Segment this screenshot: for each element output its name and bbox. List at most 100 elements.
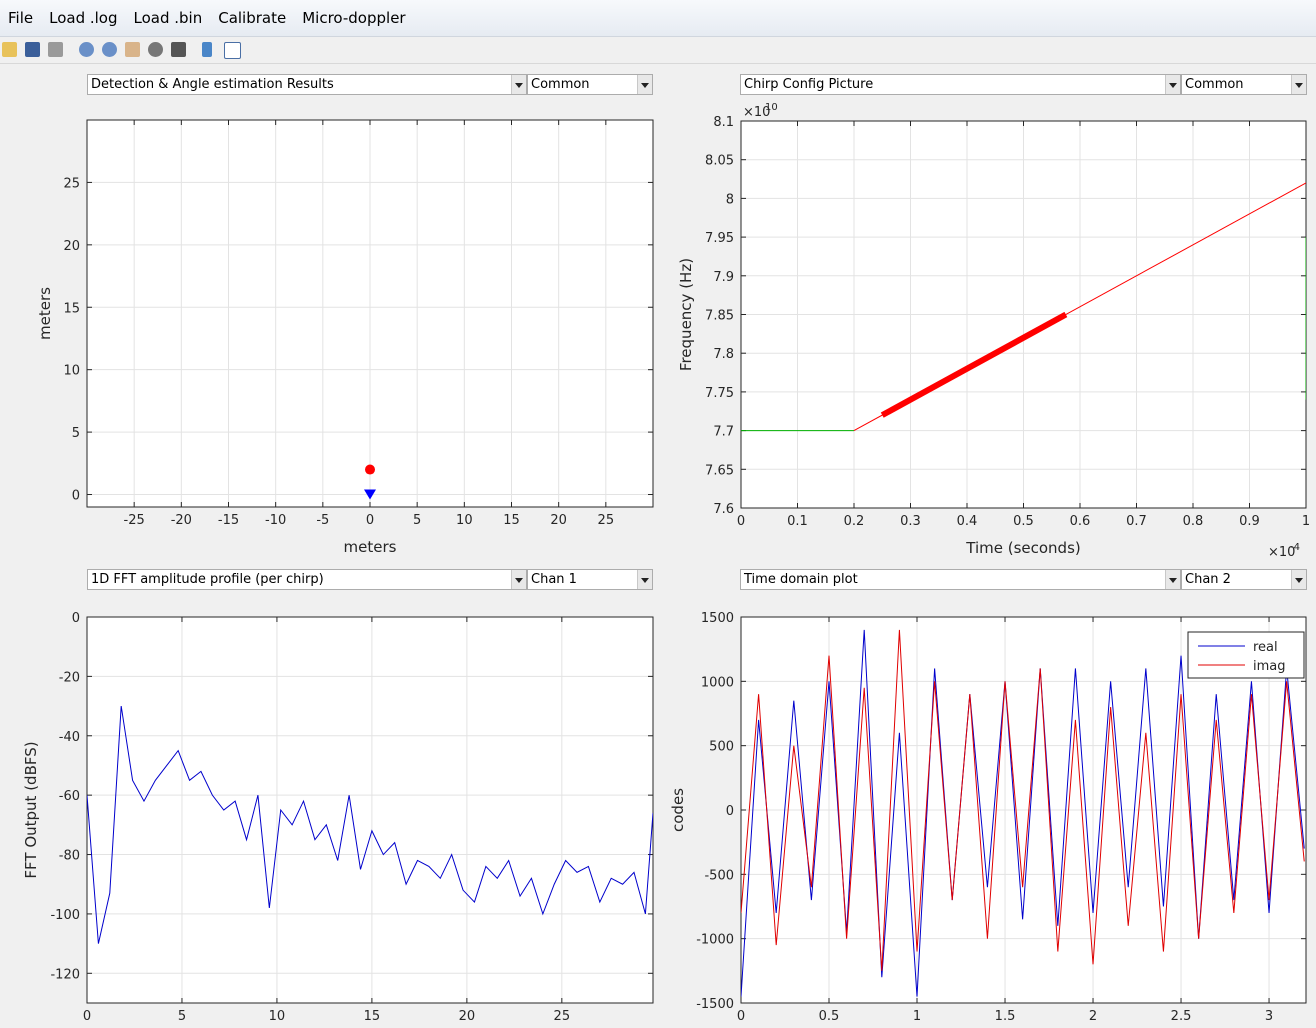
y-tick-label: 8.05: [705, 154, 734, 169]
open-icon[interactable]: [2, 42, 17, 57]
marker: [365, 464, 375, 475]
y-tick-label: -500: [704, 868, 734, 883]
selector-text: Chan 1: [531, 572, 577, 587]
plot-selector[interactable]: Detection & Angle estimation Results: [87, 74, 527, 95]
x-tick-label: 0: [737, 1009, 745, 1024]
x-tick-label: 20: [550, 513, 567, 528]
x-exponent: -4: [1290, 542, 1300, 553]
y-tick-label: 0: [72, 489, 80, 504]
series-line: [741, 629, 1305, 997]
x-tick-label: 5: [413, 513, 421, 528]
selector-text: Chirp Config Picture: [744, 77, 874, 92]
x-tick-label: 1.5: [995, 1009, 1016, 1024]
x-tick-label: 0.1: [787, 514, 808, 529]
x-tick-label: 10: [456, 513, 473, 528]
plot-selector[interactable]: 1D FFT amplitude profile (per chirp): [87, 569, 527, 590]
legend-label: real: [1253, 640, 1278, 655]
x-tick-label: 0.4: [957, 514, 978, 529]
y-tick-label: 7.9: [713, 270, 734, 285]
channel-selector[interactable]: Chan 1: [527, 569, 653, 590]
x-tick-label: 25: [598, 513, 615, 528]
y-tick-label: 5: [72, 426, 80, 441]
y-tick-label: 8: [726, 192, 734, 207]
y-tick-label: 7.7: [713, 425, 734, 440]
y-tick-label: -1500: [696, 997, 734, 1012]
save-icon[interactable]: [25, 42, 40, 57]
menu-bar: File Load .log Load .bin Calibrate Micro…: [0, 0, 1316, 37]
y-tick-label: -80: [59, 849, 80, 864]
rotate-icon[interactable]: [148, 42, 163, 57]
y-tick-label: 25: [63, 176, 80, 191]
selector-text: Detection & Angle estimation Results: [91, 77, 334, 92]
y-tick-label: 1000: [701, 675, 734, 690]
menu-item[interactable]: Micro-doppler: [302, 9, 406, 27]
zoom-in-icon[interactable]: [79, 42, 94, 57]
x-tick-label: 2.5: [1171, 1009, 1192, 1024]
x-tick-label: -15: [218, 513, 239, 528]
y-tick-label: -1000: [696, 933, 734, 948]
print-icon[interactable]: [48, 42, 63, 57]
x-tick-label: 0: [366, 513, 374, 528]
menu-item[interactable]: Calibrate: [218, 9, 287, 27]
selector-text: 1D FFT amplitude profile (per chirp): [91, 572, 324, 587]
x-tick-label: 0.9: [1239, 514, 1260, 529]
x-tick-label: -25: [124, 513, 145, 528]
x-tick-label: 1: [1302, 514, 1310, 529]
y-tick-label: -120: [50, 967, 80, 982]
y-multiplier: ×10: [743, 105, 770, 120]
selector-text: Common: [1185, 77, 1244, 92]
x-tick-label: -10: [265, 513, 286, 528]
x-tick-label: 0: [737, 514, 745, 529]
y-exponent: 10: [765, 102, 778, 113]
series-line: [880, 311, 1068, 418]
series-line: [741, 629, 1305, 971]
y-tick-label: -100: [50, 908, 80, 923]
y-tick-label: 7.95: [705, 231, 734, 246]
x-tick-label: 0.3: [900, 514, 921, 529]
x-tick-label: 20: [459, 1009, 476, 1024]
x-tick-label: 0.8: [1183, 514, 1204, 529]
menu-item[interactable]: Load .bin: [133, 9, 203, 27]
y-tick-label: 0: [726, 804, 734, 819]
x-axis-label: Time (seconds): [965, 539, 1081, 557]
x-tick-label: 25: [554, 1009, 571, 1024]
plot-border: [86, 119, 654, 508]
colorbar-icon[interactable]: [202, 42, 212, 57]
channel-selector[interactable]: Chan 2: [1181, 569, 1307, 590]
x-tick-label: -5: [316, 513, 329, 528]
plot-selector[interactable]: Chirp Config Picture: [740, 74, 1181, 95]
y-tick-label: 20: [63, 239, 80, 254]
y-tick-label: 7.8: [713, 347, 734, 362]
plot-area: [87, 617, 653, 1003]
channel-selector[interactable]: Common: [1181, 74, 1307, 95]
series-line: [87, 706, 653, 944]
x-tick-label: 15: [364, 1009, 381, 1024]
zoom-out-icon[interactable]: [102, 42, 117, 57]
y-tick-label: 7.75: [705, 386, 734, 401]
channel-selector[interactable]: Common: [527, 74, 653, 95]
plot-selector[interactable]: Time domain plot: [740, 569, 1181, 590]
x-tick-label: 0.5: [819, 1009, 840, 1024]
y-tick-label: -40: [59, 730, 80, 745]
selector-text: Common: [531, 77, 590, 92]
x-multiplier: ×10: [1268, 545, 1295, 560]
toolbar: [0, 37, 1316, 64]
y-tick-label: 500: [709, 740, 734, 755]
x-tick-label: 3: [1265, 1009, 1273, 1024]
plot-border: [740, 616, 1307, 1004]
y-tick-label: 7.6: [713, 502, 734, 517]
data-cursor-icon[interactable]: [171, 42, 186, 57]
y-tick-label: 10: [63, 364, 80, 379]
y-tick-label: 7.85: [705, 309, 734, 324]
x-tick-label: 0.6: [1070, 514, 1091, 529]
pan-icon[interactable]: [125, 42, 140, 57]
x-tick-label: 0.5: [1013, 514, 1034, 529]
menu-item[interactable]: Load .log: [49, 9, 118, 27]
legend-icon[interactable]: [224, 42, 241, 59]
menu-item[interactable]: File: [8, 9, 34, 27]
y-tick-label: 15: [63, 301, 80, 316]
legend-label: imag: [1253, 659, 1286, 674]
y-axis-label: codes: [669, 788, 687, 832]
x-tick-label: 15: [503, 513, 520, 528]
